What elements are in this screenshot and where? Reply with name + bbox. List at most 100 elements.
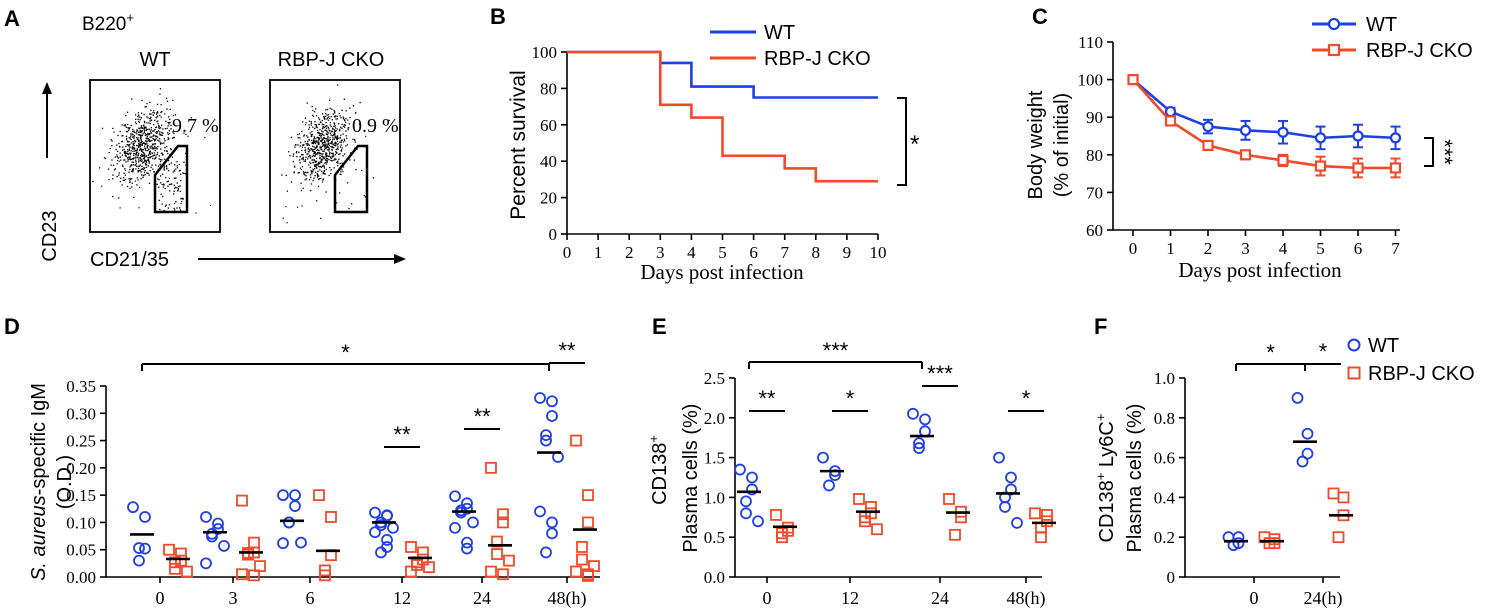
cko-event-dot — [333, 131, 336, 133]
wt-event-dot — [132, 150, 134, 152]
wt-event-dot — [123, 172, 125, 174]
cko-event-dot — [313, 151, 315, 153]
cko-event-dot — [325, 138, 327, 140]
wt-sparse-dot — [116, 163, 118, 165]
cko-event-dot — [336, 138, 338, 141]
wt-event-dot — [156, 153, 159, 156]
wt-event-dot — [124, 154, 126, 156]
cko-event-dot — [311, 155, 313, 157]
wt-event-dot — [155, 112, 158, 114]
cko-event-dot — [330, 158, 332, 160]
wt-event-dot — [153, 124, 155, 126]
cko-event-dot — [324, 156, 326, 158]
wt-gated-dot — [165, 165, 168, 168]
cko-event-dot — [307, 136, 309, 138]
wt-gated-dot — [179, 190, 182, 193]
cko-event-dot — [327, 142, 329, 144]
cko-event-dot — [320, 158, 322, 160]
f-y-tick-label: 0.8 — [1154, 409, 1175, 428]
cko-event-dot — [324, 125, 327, 128]
cko-event-dot — [285, 174, 287, 177]
cko-event-dot — [321, 153, 323, 155]
d-point-cko — [248, 536, 260, 549]
cko-event-dot — [304, 149, 306, 152]
wt-event-dot — [130, 139, 132, 141]
cko-event-dot — [311, 171, 314, 173]
wt-event-dot — [147, 154, 150, 156]
wt-event-dot — [124, 169, 127, 172]
cko-event-dot — [329, 167, 331, 169]
cko-event-dot — [318, 175, 320, 177]
cko-event-dot — [328, 146, 330, 149]
wt-event-dot — [136, 165, 138, 167]
d-point-wt — [449, 490, 461, 503]
cko-event-dot — [333, 133, 335, 136]
wt-event-dot — [166, 100, 169, 102]
cko-event-dot — [318, 178, 320, 180]
wt-event-dot — [122, 149, 124, 151]
wt-event-dot — [128, 171, 130, 173]
cko-event-dot — [306, 102, 308, 104]
cko-event-dot — [332, 128, 334, 130]
cko-gated-dot — [361, 169, 363, 172]
cko-event-dot — [311, 106, 313, 108]
cko-event-dot — [307, 140, 309, 143]
wt-event-dot — [140, 150, 143, 152]
wt-event-dot — [149, 140, 152, 142]
wt-event-dot — [161, 159, 163, 161]
wt-event-dot — [190, 117, 192, 119]
cko-event-dot — [325, 143, 327, 145]
cko-event-dot — [349, 107, 351, 109]
wt-event-dot — [135, 154, 137, 156]
cko-event-dot — [333, 115, 336, 118]
e-unit-label: (h) — [1025, 588, 1046, 609]
wt-event-dot — [173, 132, 175, 135]
wt-event-dot — [140, 135, 142, 138]
cko-event-dot — [325, 121, 327, 124]
d-point-cko — [405, 565, 417, 578]
cko-event-dot — [339, 153, 341, 155]
wt-event-dot — [161, 111, 163, 113]
cko-event-dot — [334, 136, 336, 138]
cko-event-dot — [304, 158, 307, 161]
e-point-cko — [949, 528, 961, 541]
cko-event-dot — [322, 164, 324, 166]
wt-event-dot — [138, 134, 140, 136]
cko-event-dot — [308, 139, 310, 141]
wt-event-dot — [137, 118, 139, 120]
cko-event-dot — [322, 142, 324, 144]
cko-event-dot — [312, 154, 315, 156]
wt-event-dot — [140, 171, 142, 173]
wt-event-dot — [144, 164, 147, 166]
wt-event-dot — [150, 113, 152, 115]
wt-event-dot — [133, 157, 135, 159]
panel-d-letter: D — [4, 314, 20, 339]
wt-event-dot — [130, 164, 132, 166]
wt-sparse-dot — [146, 103, 148, 105]
wt-gated-dot — [161, 183, 163, 186]
cko-event-dot — [317, 164, 319, 166]
f-y-tick-label: 0.4 — [1154, 488, 1176, 507]
wt-event-dot — [127, 149, 129, 151]
cko-event-dot — [302, 158, 304, 160]
cko-event-dot — [335, 151, 337, 153]
b-y-tick-label: 40 — [540, 152, 557, 171]
cko-event-dot — [329, 117, 331, 120]
cko-event-dot — [329, 137, 331, 139]
wt-event-dot — [111, 159, 113, 161]
cko-event-dot — [300, 141, 302, 144]
cko-event-dot — [320, 134, 322, 137]
cko-event-dot — [328, 159, 330, 161]
wt-event-dot — [170, 148, 172, 150]
e-point-wt — [734, 463, 746, 476]
cko-event-dot — [319, 157, 321, 160]
cko-gated-dot — [351, 203, 353, 205]
cko-event-dot — [315, 141, 317, 143]
cko-event-dot — [340, 171, 342, 173]
wt-gated-dot — [181, 200, 183, 202]
cko-event-dot — [326, 133, 328, 135]
wt-event-dot — [141, 168, 143, 170]
cko-event-dot — [320, 177, 322, 179]
wt-sparse-dot — [119, 207, 121, 209]
cko-event-dot — [331, 148, 333, 151]
